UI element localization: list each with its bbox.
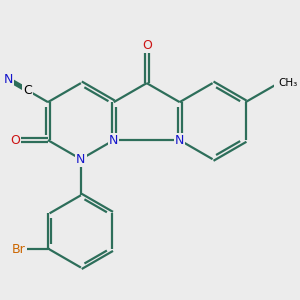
Text: O: O [10, 134, 20, 147]
Text: N: N [175, 134, 184, 147]
Text: N: N [109, 134, 119, 147]
Text: N: N [76, 153, 86, 166]
Text: Br: Br [12, 243, 26, 256]
Text: O: O [142, 39, 152, 52]
Text: N: N [4, 73, 13, 86]
Text: CH₃: CH₃ [279, 78, 298, 88]
Text: C: C [23, 84, 32, 97]
